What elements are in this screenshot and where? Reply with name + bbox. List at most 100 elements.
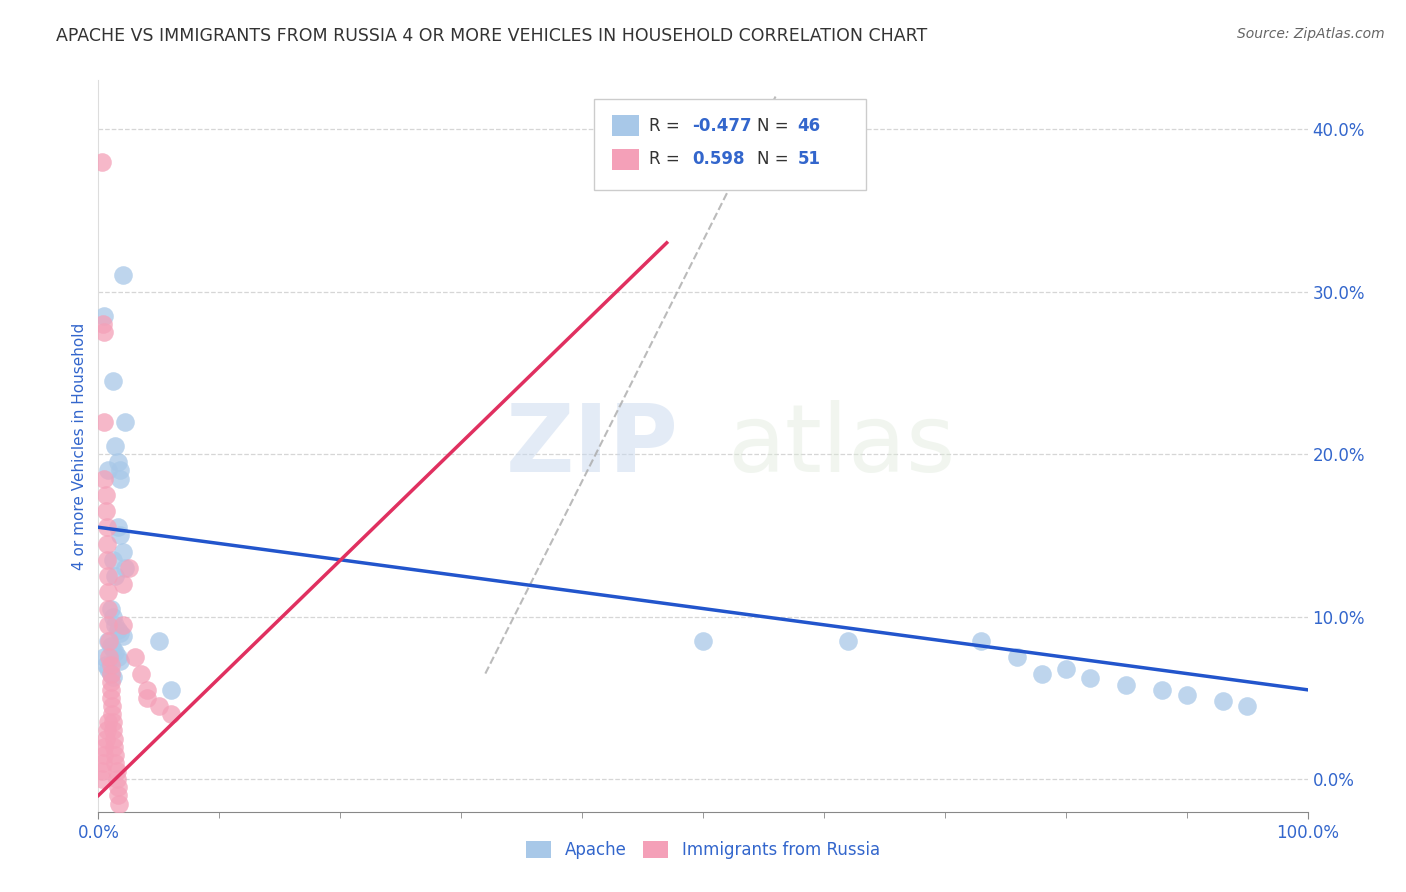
Point [101, 670, 124, 684]
Point [107, 789, 129, 803]
Point [111, 544, 134, 558]
Point [108, 528, 131, 542]
Legend: Apache, Immigrants from Russia: Apache, Immigrants from Russia [520, 834, 886, 865]
Point [104, 747, 127, 762]
Point [104, 569, 127, 583]
Point [91, 317, 114, 331]
Point [97, 585, 120, 599]
Text: APACHE VS IMMIGRANTS FROM RUSSIA 4 OR MORE VEHICLES IN HOUSEHOLD CORRELATION CHA: APACHE VS IMMIGRANTS FROM RUSSIA 4 OR MO… [56, 27, 928, 45]
Text: R =: R = [648, 150, 690, 169]
Point [105, 764, 128, 778]
Point [97, 634, 120, 648]
Point [101, 374, 124, 388]
Point [97, 715, 120, 730]
Point [148, 634, 170, 648]
Point [108, 797, 131, 811]
Point [100, 682, 122, 697]
Point [104, 645, 127, 659]
Point [118, 561, 141, 575]
Point [111, 577, 134, 591]
FancyBboxPatch shape [595, 99, 866, 190]
Text: 0.598: 0.598 [692, 150, 745, 169]
Text: atlas: atlas [727, 400, 956, 492]
Text: N =: N = [758, 150, 794, 169]
Point [100, 658, 122, 673]
Point [114, 561, 136, 575]
Point [97, 463, 120, 477]
Y-axis label: 4 or more Vehicles in Household: 4 or more Vehicles in Household [72, 322, 87, 570]
Point [101, 715, 124, 730]
Point [100, 666, 122, 681]
Point [94, 504, 117, 518]
Point [107, 650, 129, 665]
Point [93, 325, 115, 339]
Point [94, 731, 117, 746]
Point [97, 601, 120, 615]
Point [93, 415, 115, 429]
Point [91, 764, 114, 778]
Point [1115, 678, 1137, 692]
Text: 46: 46 [797, 117, 821, 135]
Point [114, 415, 136, 429]
Point [692, 634, 714, 648]
Point [94, 658, 117, 673]
Point [107, 455, 129, 469]
Point [148, 699, 170, 714]
Point [104, 756, 127, 770]
Point [97, 662, 120, 676]
Point [93, 747, 115, 762]
Text: 51: 51 [797, 150, 820, 169]
Point [1212, 694, 1234, 708]
Point [160, 682, 183, 697]
Point [107, 520, 129, 534]
Point [108, 654, 131, 668]
Point [94, 488, 117, 502]
Point [111, 268, 134, 283]
FancyBboxPatch shape [613, 115, 638, 136]
Point [93, 471, 115, 485]
Point [100, 601, 122, 615]
Point [100, 666, 122, 681]
Text: ZIP: ZIP [506, 400, 679, 492]
Point [1054, 662, 1077, 676]
Point [160, 707, 183, 722]
Point [93, 650, 115, 665]
Point [93, 739, 115, 754]
Text: R =: R = [648, 117, 685, 135]
Point [100, 674, 122, 689]
Point [1031, 666, 1053, 681]
Point [91, 154, 114, 169]
Point [837, 634, 859, 648]
Point [1175, 688, 1198, 702]
Point [96, 520, 118, 534]
Point [108, 626, 131, 640]
Point [1236, 699, 1258, 714]
Point [91, 772, 114, 787]
Point [111, 629, 134, 643]
Point [107, 780, 129, 795]
Point [98, 634, 121, 648]
Point [135, 690, 157, 705]
Point [107, 623, 129, 637]
Point [970, 634, 993, 648]
Point [101, 642, 124, 657]
Text: -0.477: -0.477 [692, 117, 752, 135]
Point [97, 617, 120, 632]
Point [108, 471, 131, 485]
Point [124, 650, 146, 665]
Point [104, 439, 127, 453]
Point [97, 569, 120, 583]
Point [100, 690, 122, 705]
FancyBboxPatch shape [613, 149, 638, 169]
Point [101, 609, 124, 624]
Point [1152, 682, 1174, 697]
Point [101, 723, 124, 738]
Text: N =: N = [758, 117, 794, 135]
Point [104, 617, 127, 632]
Point [129, 666, 152, 681]
Point [96, 723, 118, 738]
Point [93, 309, 115, 323]
Point [1078, 672, 1101, 686]
Point [96, 536, 118, 550]
Point [103, 739, 125, 754]
